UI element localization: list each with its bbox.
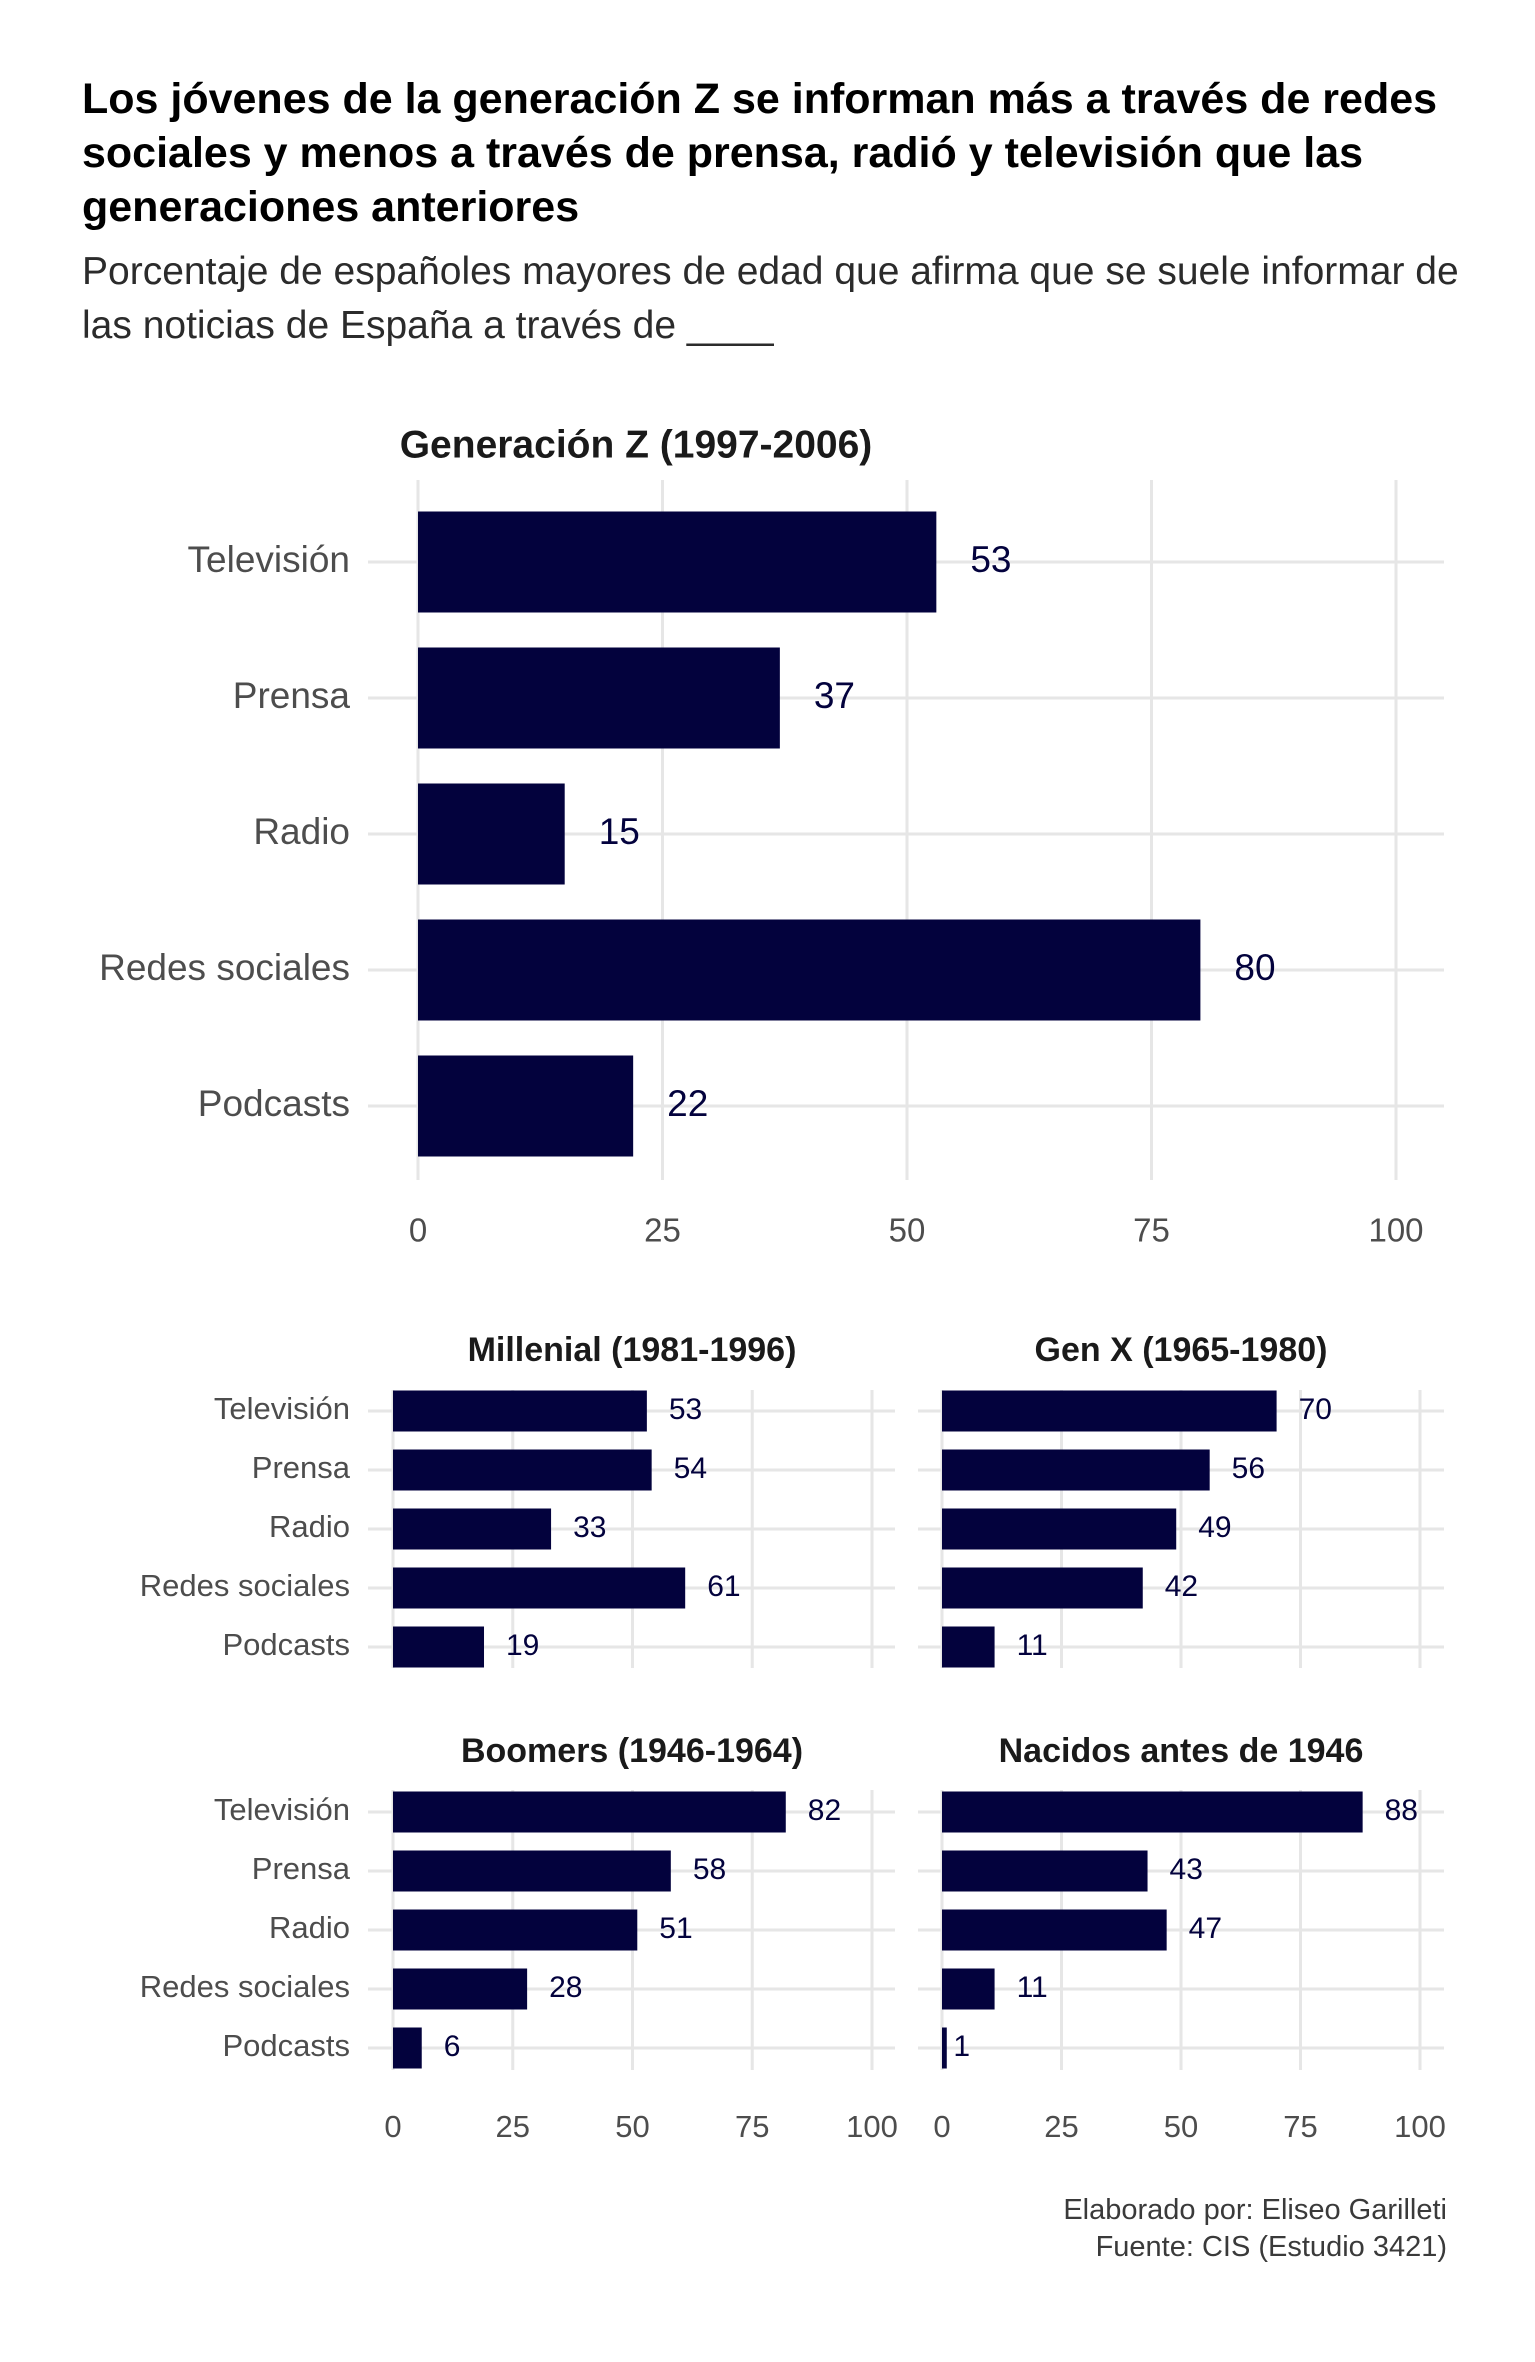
x-tick-label: 100 (1394, 2109, 1446, 2144)
x-tick-label: 0 (384, 2109, 401, 2144)
caption-author: Elaborado por: Eliseo Garilleti (1063, 2194, 1447, 2226)
data-label: 15 (599, 811, 640, 852)
bar-prensa (393, 1449, 652, 1491)
data-label: 43 (1170, 1853, 1203, 1886)
x-tick-label: 0 (933, 2109, 950, 2144)
bar-podcasts (418, 1055, 634, 1157)
bar-radio (418, 783, 565, 885)
bar-prensa (942, 1850, 1148, 1892)
data-label: 6 (444, 2030, 461, 2063)
bar-redes-sociales (393, 1567, 686, 1609)
data-label: 61 (707, 1570, 740, 1603)
caption: Elaborado por: Eliseo Garilleti Fuente: … (1063, 2192, 1447, 2266)
x-tick-label: 25 (496, 2109, 530, 2144)
x-tick-label: 50 (615, 2109, 649, 2144)
panel-title: Generación Z (1997-2006) (400, 423, 873, 466)
x-tick-label: 100 (846, 2109, 898, 2144)
category-label: Televisión (214, 1792, 350, 1827)
bar-prensa (418, 647, 780, 749)
bar-television (942, 1791, 1363, 1833)
panel-title: Millenial (1981-1996) (468, 1331, 797, 1369)
data-label: 54 (674, 1452, 707, 1485)
bar-prensa (942, 1449, 1210, 1491)
caption-source: Fuente: CIS (Estudio 3421) (1095, 2231, 1447, 2263)
bar-prensa (393, 1850, 671, 1892)
data-label: 80 (1234, 947, 1275, 988)
chart-title: Los jóvenes de la generación Z se inform… (82, 75, 1438, 231)
data-label: 51 (659, 1912, 692, 1945)
data-label: 37 (814, 675, 855, 716)
category-label: Podcasts (222, 1627, 350, 1662)
x-tick-label: 25 (1044, 2109, 1078, 2144)
bar-redes-sociales (942, 1567, 1143, 1609)
bar-podcasts (942, 1626, 995, 1668)
data-label: 11 (1017, 1971, 1048, 2004)
category-label: Televisión (188, 539, 350, 580)
bar-television (418, 511, 937, 613)
bar-redes-sociales (418, 919, 1201, 1021)
bar-radio (393, 1909, 638, 1951)
bar-television (393, 1390, 647, 1432)
x-tick-label: 50 (1164, 2109, 1198, 2144)
x-tick-label: 25 (644, 1212, 681, 1249)
category-label: Radio (253, 811, 350, 852)
category-label: Redes sociales (140, 1568, 350, 1603)
data-label: 42 (1165, 1570, 1198, 1603)
bar-podcasts (942, 2027, 947, 2069)
data-label: 19 (506, 1629, 539, 1662)
panel-title: Boomers (1946-1964) (461, 1732, 803, 1770)
category-label: Redes sociales (99, 947, 350, 988)
x-tick-label: 0 (409, 1212, 427, 1249)
data-label: 82 (808, 1794, 841, 1827)
panel-title: Gen X (1965-1980) (1035, 1331, 1328, 1369)
x-tick-label: 50 (889, 1212, 926, 1249)
bar-radio (942, 1508, 1177, 1550)
bar-redes-sociales (393, 1968, 528, 2010)
bar-redes-sociales (942, 1968, 995, 2010)
category-label: Podcasts (222, 2028, 350, 2063)
bar-podcasts (393, 1626, 485, 1668)
category-label: Prensa (233, 675, 351, 716)
x-tick-label: 75 (735, 2109, 769, 2144)
category-label: Redes sociales (140, 1969, 350, 2004)
bar-radio (942, 1909, 1167, 1951)
data-label: 49 (1198, 1511, 1231, 1544)
x-tick-label: 75 (1133, 1212, 1170, 1249)
data-label: 53 (669, 1393, 702, 1426)
data-label: 1 (953, 2030, 970, 2063)
data-label: 47 (1189, 1912, 1222, 1945)
category-label: Radio (269, 1910, 350, 1945)
data-label: 33 (573, 1511, 606, 1544)
data-label: 56 (1232, 1452, 1265, 1485)
data-label: 22 (667, 1083, 708, 1124)
chart-subtitle: Porcentaje de españoles mayores de edad … (82, 250, 1459, 347)
category-label: Podcasts (198, 1083, 350, 1124)
bar-television (393, 1791, 786, 1833)
bar-television (942, 1390, 1277, 1432)
category-label: Prensa (252, 1851, 351, 1886)
data-label: 58 (693, 1853, 726, 1886)
data-label: 28 (549, 1971, 582, 2004)
data-label: 88 (1385, 1794, 1418, 1827)
data-label: 70 (1299, 1393, 1332, 1426)
category-label: Televisión (214, 1391, 350, 1426)
x-tick-label: 100 (1368, 1212, 1423, 1249)
data-label: 11 (1017, 1629, 1048, 1662)
bar-podcasts (393, 2027, 422, 2069)
category-label: Radio (269, 1509, 350, 1544)
category-label: Prensa (252, 1450, 351, 1485)
bar-radio (393, 1508, 552, 1550)
x-tick-label: 75 (1283, 2109, 1317, 2144)
data-label: 53 (970, 539, 1011, 580)
panel-title: Nacidos antes de 1946 (999, 1732, 1364, 1770)
